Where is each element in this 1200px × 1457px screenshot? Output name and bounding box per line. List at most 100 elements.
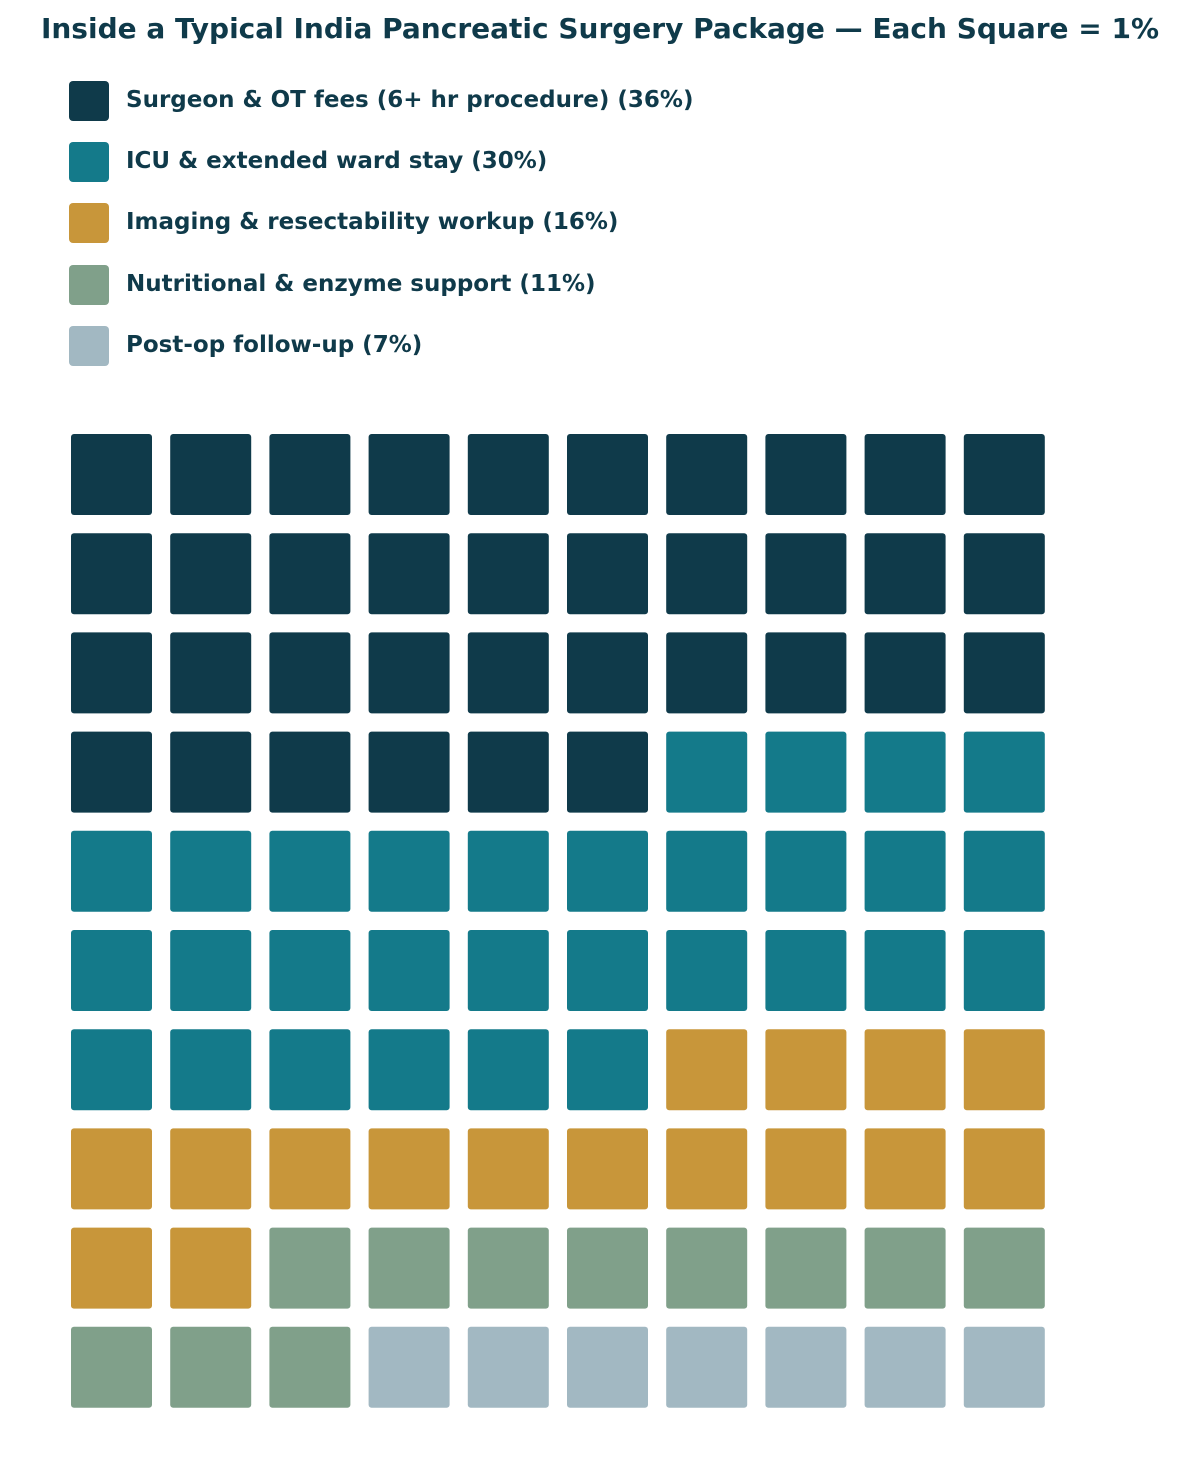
waffle-square-imaging xyxy=(963,1029,1045,1111)
legend-label-imaging: Imaging & resectability workup (16%) xyxy=(126,209,619,235)
waffle-square-nutrition xyxy=(71,1326,152,1408)
legend-item-follow-up: Post-op follow-up (7%) xyxy=(69,326,969,366)
waffle-square-nutrition xyxy=(864,1227,946,1309)
waffle-square-imaging xyxy=(765,1029,847,1111)
waffle-square-icu-ward xyxy=(269,830,351,912)
waffle-square-surgeon-ot xyxy=(368,434,450,515)
waffle-square-icu-ward xyxy=(963,930,1045,1011)
waffle-square-icu-ward xyxy=(467,1029,549,1111)
waffle-square-icu-ward xyxy=(368,930,450,1011)
waffle-square-surgeon-ot xyxy=(368,632,450,714)
waffle-square-imaging xyxy=(71,1227,152,1309)
waffle-square-surgeon-ot xyxy=(170,434,252,515)
waffle-square-icu-ward xyxy=(567,1029,648,1111)
waffle-square-surgeon-ot xyxy=(269,434,351,515)
waffle-square-surgeon-ot xyxy=(963,533,1045,615)
waffle-square-imaging xyxy=(170,1227,252,1309)
legend-label-icu-ward: ICU & extended ward stay (30%) xyxy=(126,148,548,174)
waffle-square-surgeon-ot xyxy=(765,533,847,615)
waffle-square-imaging xyxy=(170,1128,252,1210)
legend-item-imaging: Imaging & resectability workup (16%) xyxy=(69,203,969,243)
legend-swatch-follow-up xyxy=(69,326,109,366)
waffle-square-surgeon-ot xyxy=(963,632,1045,714)
waffle-square-imaging xyxy=(864,1128,946,1210)
chart-title: Inside a Typical India Pancreatic Surger… xyxy=(40,12,1160,45)
waffle-square-icu-ward xyxy=(368,1029,450,1111)
waffle-square-follow-up xyxy=(864,1326,946,1408)
waffle-square-surgeon-ot xyxy=(170,731,252,813)
waffle-square-surgeon-ot xyxy=(567,632,648,714)
waffle-square-surgeon-ot xyxy=(170,533,252,615)
waffle-square-nutrition xyxy=(467,1227,549,1309)
legend-label-follow-up: Post-op follow-up (7%) xyxy=(126,332,423,358)
waffle-square-surgeon-ot xyxy=(666,632,748,714)
waffle-square-icu-ward xyxy=(170,830,252,912)
waffle-square-surgeon-ot xyxy=(269,731,351,813)
waffle-square-surgeon-ot xyxy=(864,533,946,615)
waffle-square-surgeon-ot xyxy=(963,434,1045,515)
legend-item-nutrition: Nutritional & enzyme support (11%) xyxy=(69,265,969,305)
waffle-square-surgeon-ot xyxy=(368,731,450,813)
waffle-square-surgeon-ot xyxy=(567,533,648,615)
waffle-square-surgeon-ot xyxy=(567,434,648,515)
waffle-square-icu-ward xyxy=(666,830,748,912)
waffle-square-surgeon-ot xyxy=(467,632,549,714)
waffle-square-imaging xyxy=(567,1128,648,1210)
waffle-square-follow-up xyxy=(368,1326,450,1408)
waffle-square-surgeon-ot xyxy=(765,632,847,714)
waffle-square-icu-ward xyxy=(765,731,847,813)
waffle-square-icu-ward xyxy=(864,930,946,1011)
waffle-square-follow-up xyxy=(765,1326,847,1408)
waffle-square-imaging xyxy=(666,1128,748,1210)
waffle-square-follow-up xyxy=(467,1326,549,1408)
waffle-square-icu-ward xyxy=(170,1029,252,1111)
waffle-square-surgeon-ot xyxy=(765,434,847,515)
waffle-square-nutrition xyxy=(567,1227,648,1309)
waffle-square-follow-up xyxy=(567,1326,648,1408)
waffle-square-icu-ward xyxy=(765,930,847,1011)
waffle-square-icu-ward xyxy=(864,731,946,813)
waffle-square-surgeon-ot xyxy=(71,731,152,813)
legend-swatch-nutrition xyxy=(69,265,109,305)
waffle-square-surgeon-ot xyxy=(864,632,946,714)
waffle-square-surgeon-ot xyxy=(269,533,351,615)
waffle-square-imaging xyxy=(864,1029,946,1111)
waffle-square-icu-ward xyxy=(71,1029,152,1111)
waffle-square-nutrition xyxy=(269,1227,351,1309)
legend-item-surgeon-ot: Surgeon & OT fees (6+ hr procedure) (36%… xyxy=(69,81,969,121)
waffle-square-icu-ward xyxy=(71,930,152,1011)
waffle-square-surgeon-ot xyxy=(368,533,450,615)
waffle-square-imaging xyxy=(666,1029,748,1111)
waffle-square-nutrition xyxy=(368,1227,450,1309)
waffle-square-icu-ward xyxy=(269,1029,351,1111)
waffle-square-surgeon-ot xyxy=(71,434,152,515)
waffle-square-surgeon-ot xyxy=(269,632,351,714)
legend-item-icu-ward: ICU & extended ward stay (30%) xyxy=(69,142,969,182)
waffle-square-nutrition xyxy=(765,1227,847,1309)
waffle-square-icu-ward xyxy=(368,830,450,912)
waffle-square-icu-ward xyxy=(71,830,152,912)
waffle-square-imaging xyxy=(368,1128,450,1210)
waffle-square-icu-ward xyxy=(963,731,1045,813)
waffle-square-surgeon-ot xyxy=(467,533,549,615)
waffle-square-icu-ward xyxy=(666,731,748,813)
waffle-square-surgeon-ot xyxy=(170,632,252,714)
waffle-square-icu-ward xyxy=(467,930,549,1011)
waffle-square-imaging xyxy=(963,1128,1045,1210)
waffle-square-icu-ward xyxy=(864,830,946,912)
waffle-square-icu-ward xyxy=(567,930,648,1011)
waffle-square-surgeon-ot xyxy=(864,434,946,515)
legend-label-surgeon-ot: Surgeon & OT fees (6+ hr procedure) (36%… xyxy=(126,87,694,113)
legend-swatch-surgeon-ot xyxy=(69,81,109,121)
waffle-square-imaging xyxy=(765,1128,847,1210)
waffle-square-icu-ward xyxy=(170,930,252,1011)
legend-swatch-imaging xyxy=(69,203,109,243)
waffle-square-surgeon-ot xyxy=(666,533,748,615)
waffle-square-nutrition xyxy=(963,1227,1045,1309)
legend-swatch-icu-ward xyxy=(69,142,109,182)
waffle-square-surgeon-ot xyxy=(666,434,748,515)
waffle-square-imaging xyxy=(269,1128,351,1210)
waffle-square-surgeon-ot xyxy=(71,632,152,714)
waffle-square-surgeon-ot xyxy=(567,731,648,813)
